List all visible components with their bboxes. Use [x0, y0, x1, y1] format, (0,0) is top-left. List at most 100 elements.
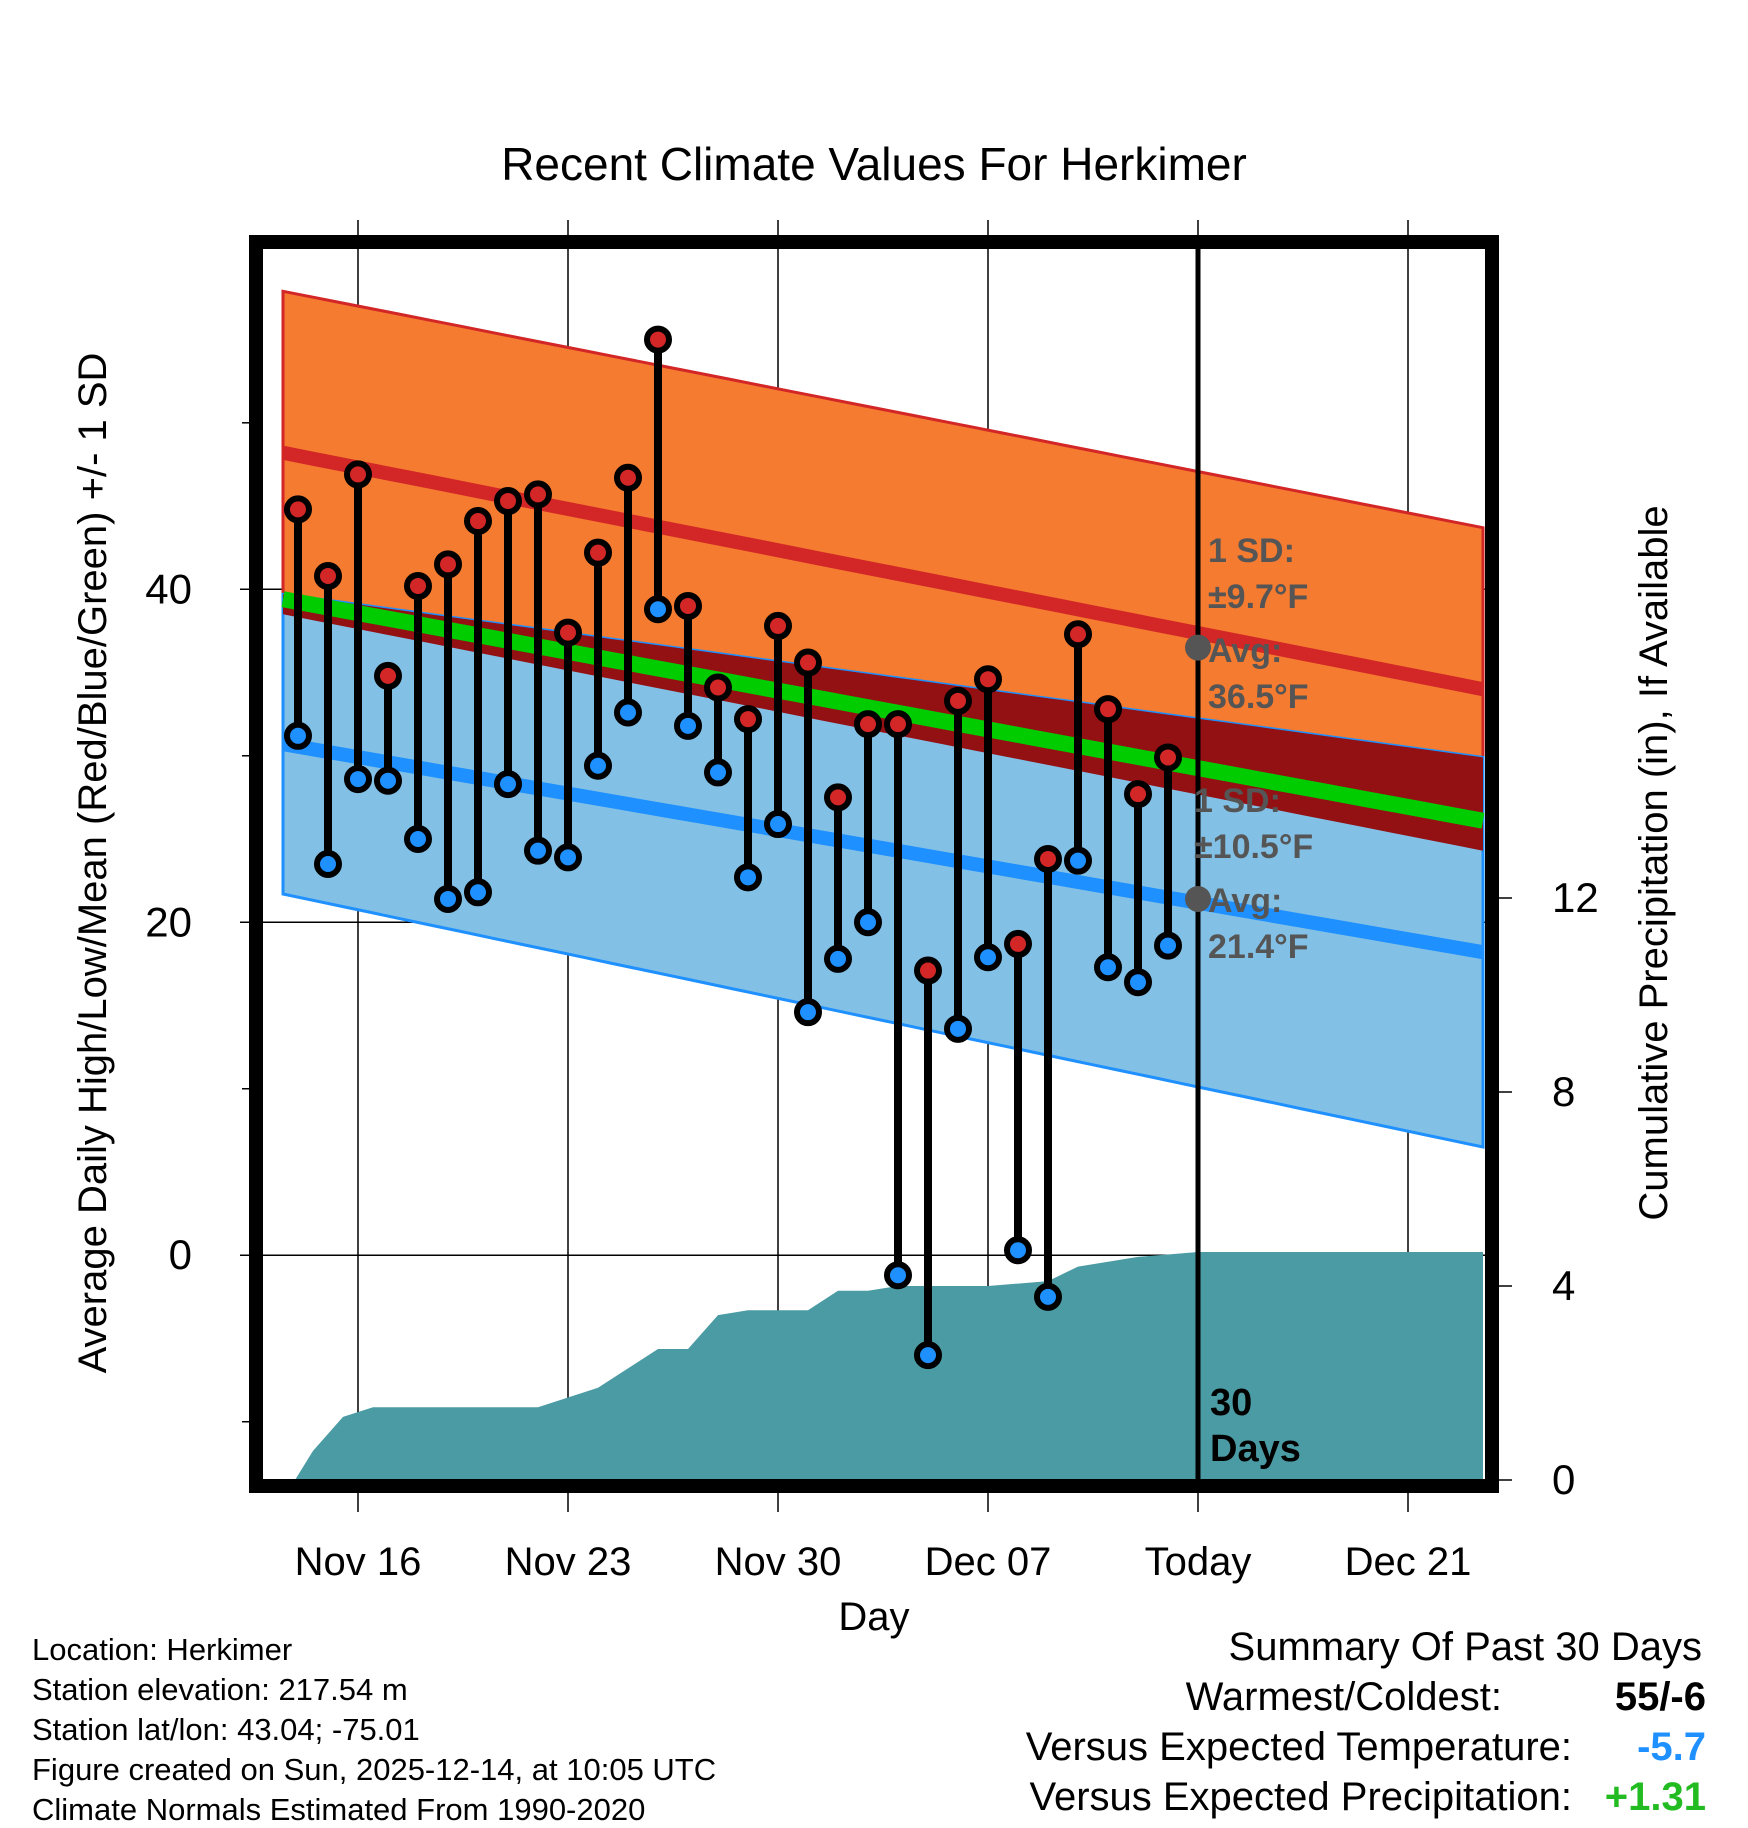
normal-bands — [281, 289, 1485, 1149]
high-point — [374, 661, 402, 690]
low-avg-marker — [1185, 885, 1211, 912]
y-left-tick-label: 40 — [145, 565, 192, 612]
summary-precip-label: Versus Expected Precipitation: — [1029, 1775, 1572, 1819]
y-right-tick-label: 8 — [1552, 1068, 1575, 1115]
summary-warmest-value: 55/-6 — [1615, 1675, 1706, 1719]
high-point — [1034, 845, 1062, 874]
low-point — [734, 863, 762, 892]
low-point — [464, 878, 492, 907]
y-axis-left-label: Average Daily High/Low/Mean (Red/Blue/Gr… — [71, 353, 115, 1374]
high-avg-label: Avg: — [1208, 632, 1282, 670]
y-axis-right-label: Cumulative Precipitation (in), If Availa… — [1632, 505, 1676, 1220]
low-sd-value: ±10.5°F — [1194, 828, 1313, 866]
high-point — [314, 561, 342, 590]
high-point — [674, 591, 702, 620]
x-axis-label: Day — [838, 1595, 909, 1639]
precip-area — [295, 1252, 1483, 1480]
summary-panel: Summary Of Past 30 Days Warmest/Coldest:… — [1026, 1625, 1706, 1819]
low-avg-label: Avg: — [1208, 882, 1282, 920]
high-point — [974, 665, 1002, 694]
high-point — [614, 463, 642, 492]
today-days-label: Days — [1210, 1428, 1301, 1470]
high-point — [794, 648, 822, 677]
y-left-tick-label: 0 — [169, 1231, 192, 1278]
high-point — [884, 710, 912, 739]
low-point — [764, 810, 792, 839]
high-point — [1004, 929, 1032, 958]
low-point — [674, 711, 702, 740]
high-point — [284, 495, 312, 524]
high-point — [764, 611, 792, 640]
low-point — [584, 751, 612, 780]
low-point — [1034, 1282, 1062, 1311]
axes: 0 20 40 0 4 8 12 Nov 16 Nov 23 Nov 30 Dec 07 Today D… — [145, 422, 1599, 1584]
low-point — [374, 766, 402, 795]
low-avg-value: 21.4°F — [1208, 928, 1309, 966]
low-point — [794, 998, 822, 1027]
y-right-tick-label: 12 — [1552, 874, 1599, 921]
today-days-label: 30 — [1210, 1382, 1252, 1424]
x-tick-label: Today — [1145, 1540, 1252, 1584]
low-point — [884, 1261, 912, 1290]
low-point — [1154, 931, 1182, 960]
station-info: Location: Herkimer Station elevation: 21… — [32, 1632, 716, 1827]
high-point — [404, 571, 432, 600]
footer-latlon: Station lat/lon: 43.04; -75.01 — [32, 1712, 420, 1747]
x-tick-label: Dec 21 — [1345, 1540, 1472, 1584]
low-point — [314, 850, 342, 878]
chart-title: Recent Climate Values For Herkimer — [501, 138, 1247, 190]
low-avg-line — [281, 737, 1485, 960]
high-point — [944, 686, 972, 715]
high-point — [464, 507, 492, 536]
low-point — [1064, 846, 1092, 875]
y-right-tick-label: 4 — [1552, 1262, 1575, 1309]
daily-values — [284, 325, 1182, 1370]
y-right-tick-label: 0 — [1552, 1456, 1575, 1503]
low-point — [1004, 1236, 1032, 1265]
high-avg-line — [281, 445, 1485, 697]
footer-created: Figure created on Sun, 2025-12-14, at 10… — [32, 1752, 716, 1787]
high-point — [1154, 743, 1182, 772]
low-point — [434, 884, 462, 913]
high-point — [554, 618, 582, 647]
summary-precip-value: +1.31 — [1605, 1775, 1706, 1819]
normals-annotations: 1 SD: ±9.7°F Avg: 36.5°F 1 SD: ±10.5°F Avg: 21.… — [1185, 532, 1313, 966]
low-point — [1124, 968, 1152, 997]
low-point — [1094, 953, 1122, 982]
high-point — [644, 325, 672, 354]
precipitation-area — [295, 1252, 1483, 1480]
high-point — [704, 673, 732, 702]
x-tick-label: Dec 07 — [925, 1540, 1052, 1584]
high-point — [854, 710, 882, 739]
summary-warmest-label: Warmest/Coldest: — [1186, 1675, 1502, 1719]
footer-normals: Climate Normals Estimated From 1990-2020 — [32, 1792, 645, 1827]
low-point — [614, 698, 642, 727]
high-point — [1094, 695, 1122, 724]
low-point — [914, 1341, 942, 1370]
high-point — [584, 538, 612, 567]
low-point — [944, 1014, 972, 1043]
high-point — [524, 480, 552, 509]
high-avg-value: 36.5°F — [1208, 678, 1309, 716]
low-point — [344, 765, 372, 794]
high-point — [914, 956, 942, 985]
low-point — [284, 721, 312, 750]
summary-temp-value: -5.7 — [1637, 1725, 1706, 1769]
low-point — [854, 908, 882, 937]
x-tick-label: Nov 16 — [295, 1540, 422, 1584]
high-avg-marker — [1185, 634, 1211, 661]
low-point — [524, 836, 552, 865]
low-point — [974, 943, 1002, 972]
plot-frame — [249, 235, 1499, 1493]
x-tick-label: Nov 23 — [505, 1540, 632, 1584]
high-point — [1064, 620, 1092, 649]
high-sd-label: 1 SD: — [1208, 532, 1295, 570]
high-point — [824, 783, 852, 812]
low-point — [644, 595, 672, 624]
low-point — [404, 825, 432, 854]
summary-title: Summary Of Past 30 Days — [1229, 1625, 1702, 1669]
footer-elevation: Station elevation: 217.54 m — [32, 1672, 408, 1707]
high-point — [494, 487, 522, 516]
